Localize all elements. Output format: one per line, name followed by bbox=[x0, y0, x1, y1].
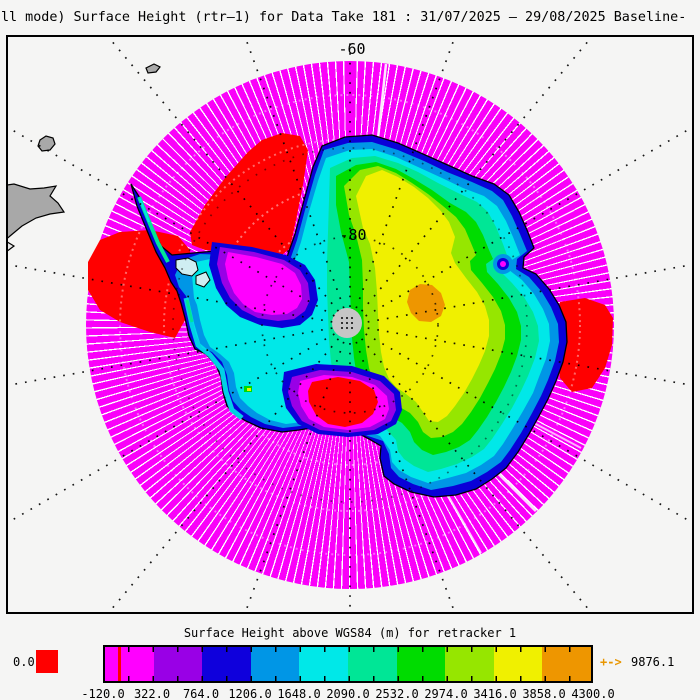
weddell-red-patch bbox=[190, 133, 308, 255]
pole-hole bbox=[332, 308, 362, 338]
colorbar-overflow-arrow-icon: +-> bbox=[600, 655, 622, 669]
colorbar-segment bbox=[396, 647, 446, 681]
island-small-top bbox=[145, 63, 161, 74]
colorbar-segment bbox=[493, 647, 543, 681]
colorbar-zero-marker bbox=[118, 647, 121, 681]
colorbar-flag-value: 0.0 bbox=[13, 655, 35, 669]
plot-title: ll mode) Surface Height (rtr–1) for Data… bbox=[1, 10, 687, 25]
alexander-islands bbox=[175, 257, 211, 288]
ronne-shelf-low-region bbox=[209, 242, 318, 328]
colorbar-tick: 2974.0 bbox=[424, 687, 468, 700]
island-small-left bbox=[37, 135, 56, 152]
ross-shelf-low-region bbox=[282, 364, 402, 437]
colorbar-tick: 3858.0 bbox=[522, 687, 566, 700]
colorbar-tick: 2532.0 bbox=[375, 687, 419, 700]
colorbar-tick: 4300.0 bbox=[571, 687, 615, 700]
colorbar-tick: 764.0 bbox=[182, 687, 220, 700]
colorbar-flag-swatch bbox=[36, 650, 58, 673]
colorbar-minor-ticks-top bbox=[105, 647, 591, 652]
antarctica-continent bbox=[130, 134, 568, 498]
east-coast-pocket bbox=[493, 254, 513, 274]
colorbar-tick: 3416.0 bbox=[473, 687, 517, 700]
plot-frame bbox=[6, 35, 694, 614]
colorbar-overflow-value: 9876.1 bbox=[631, 655, 675, 669]
colorbar-segment bbox=[542, 647, 591, 681]
colorbar-tick: 2090.0 bbox=[326, 687, 370, 700]
colorbar-segment bbox=[202, 647, 251, 681]
label-parallel-60: -60 bbox=[338, 40, 365, 58]
background-landmasses bbox=[8, 63, 161, 252]
colorbar-tick: 322.0 bbox=[133, 687, 171, 700]
colorbar-segment bbox=[250, 647, 300, 681]
colorbar-segment bbox=[445, 647, 494, 681]
label-parallel-80: -80 bbox=[339, 226, 366, 244]
colorbar-segment bbox=[347, 647, 397, 681]
colorbar-segment bbox=[299, 647, 348, 681]
colorbar bbox=[103, 645, 593, 683]
colorbar-minor-ticks-bottom bbox=[105, 676, 591, 681]
ross-red-patch bbox=[308, 377, 378, 427]
colorbar-segment bbox=[153, 647, 203, 681]
colorbar-tick: -120.0 bbox=[81, 687, 125, 700]
colorbar-title: Surface Height above WGS84 (m) for retra… bbox=[183, 626, 517, 640]
colorbar-tick: 1206.0 bbox=[228, 687, 272, 700]
colorbar-segment bbox=[105, 647, 154, 681]
colorbar-tick: 1648.0 bbox=[277, 687, 321, 700]
south-america-tip bbox=[8, 183, 66, 239]
